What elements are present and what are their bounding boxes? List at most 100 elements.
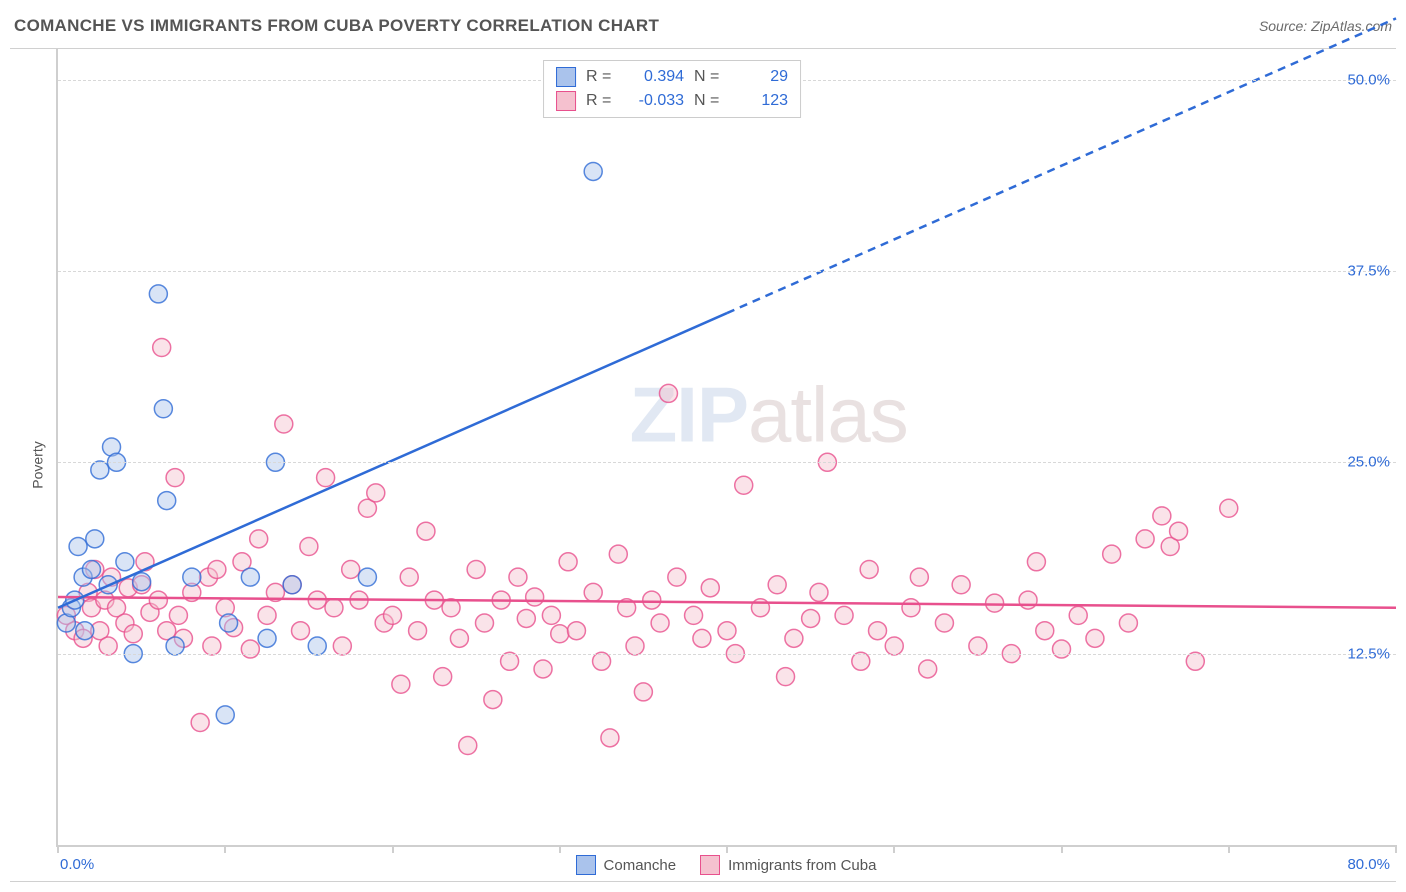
data-point — [317, 469, 335, 487]
data-point — [534, 660, 552, 678]
data-point — [220, 614, 238, 632]
data-point — [392, 675, 410, 693]
data-point — [718, 622, 736, 640]
data-point — [1027, 553, 1045, 571]
data-point — [802, 609, 820, 627]
data-point — [292, 622, 310, 640]
data-point — [400, 568, 418, 586]
data-point — [358, 568, 376, 586]
data-point — [685, 606, 703, 624]
data-point — [99, 637, 117, 655]
data-point — [384, 606, 402, 624]
data-point — [342, 560, 360, 578]
data-point — [651, 614, 669, 632]
legend: Comanche Immigrants from Cuba — [56, 851, 1396, 879]
data-point — [1019, 591, 1037, 609]
data-point — [785, 629, 803, 647]
data-point — [634, 683, 652, 701]
legend-item: Comanche — [576, 855, 677, 875]
data-point — [902, 599, 920, 617]
data-point — [250, 530, 268, 548]
data-point — [91, 461, 109, 479]
data-point — [467, 560, 485, 578]
data-point — [367, 484, 385, 502]
chart-title: COMANCHE VS IMMIGRANTS FROM CUBA POVERTY… — [14, 16, 659, 36]
data-point — [459, 737, 477, 755]
data-point — [300, 538, 318, 556]
data-point — [76, 622, 94, 640]
y-tick-label: 37.5% — [1347, 262, 1390, 279]
data-point — [559, 553, 577, 571]
data-point — [701, 579, 719, 597]
data-point — [860, 560, 878, 578]
data-point — [158, 492, 176, 510]
data-point — [203, 637, 221, 655]
data-point — [1136, 530, 1154, 548]
data-point — [325, 599, 343, 617]
data-point — [735, 476, 753, 494]
chart-svg — [58, 49, 1396, 845]
data-point — [1069, 606, 1087, 624]
data-point — [124, 625, 142, 643]
data-point — [567, 622, 585, 640]
data-point — [517, 609, 535, 627]
data-point — [241, 568, 259, 586]
data-point — [935, 614, 953, 632]
data-point — [777, 668, 795, 686]
stats-row: R = 0.394 N = 29 — [552, 65, 792, 89]
trend-line — [58, 313, 727, 608]
data-point — [434, 668, 452, 686]
stats-row: R = -0.033 N = 123 — [552, 89, 792, 113]
data-point — [509, 568, 527, 586]
legend-label: Comanche — [604, 857, 677, 874]
data-point — [116, 553, 134, 571]
legend-swatch-icon — [576, 855, 596, 875]
data-point — [82, 560, 100, 578]
data-point — [501, 652, 519, 670]
data-point — [1153, 507, 1171, 525]
gridline — [58, 654, 1396, 655]
chart-source: Source: ZipAtlas.com — [1259, 18, 1392, 34]
data-point — [659, 384, 677, 402]
data-point — [526, 588, 544, 606]
data-point — [1053, 640, 1071, 658]
data-point — [450, 629, 468, 647]
data-point — [133, 573, 151, 591]
data-point — [768, 576, 786, 594]
data-point — [149, 285, 167, 303]
data-point — [275, 415, 293, 433]
data-point — [952, 576, 970, 594]
data-point — [584, 583, 602, 601]
data-point — [166, 469, 184, 487]
data-point — [475, 614, 493, 632]
y-tick-label: 12.5% — [1347, 645, 1390, 662]
data-point — [885, 637, 903, 655]
data-point — [1119, 614, 1137, 632]
data-point — [626, 637, 644, 655]
data-point — [191, 714, 209, 732]
data-point — [1036, 622, 1054, 640]
data-point — [1186, 652, 1204, 670]
data-point — [609, 545, 627, 563]
data-point — [283, 576, 301, 594]
data-point — [969, 637, 987, 655]
data-point — [258, 606, 276, 624]
data-point — [693, 629, 711, 647]
data-point — [166, 637, 184, 655]
trend-line-dashed — [727, 18, 1396, 313]
data-point — [183, 568, 201, 586]
data-point — [216, 706, 234, 724]
data-point — [551, 625, 569, 643]
data-point — [869, 622, 887, 640]
data-point — [1086, 629, 1104, 647]
data-point — [169, 606, 187, 624]
data-point — [668, 568, 686, 586]
y-tick-label: 50.0% — [1347, 71, 1390, 88]
data-point — [584, 162, 602, 180]
data-point — [258, 629, 276, 647]
data-point — [835, 606, 853, 624]
legend-item: Immigrants from Cuba — [700, 855, 876, 875]
data-point — [919, 660, 937, 678]
data-point — [69, 538, 87, 556]
gridline — [58, 462, 1396, 463]
